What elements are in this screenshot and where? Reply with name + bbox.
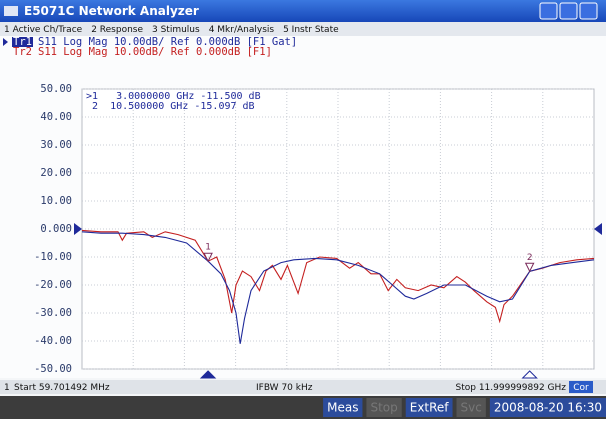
marker-readout: 2 10.500000 GHz -15.097 dB xyxy=(86,101,255,112)
taskbar-item-box xyxy=(405,398,453,417)
status: 1 Start 59.701492 MHz IFBW 70 kHz Stop 11.9… xyxy=(4,381,593,393)
status-bar xyxy=(0,380,606,394)
taskbar xyxy=(0,396,606,419)
y-tick-label: 20.00 xyxy=(40,167,72,179)
y-tick-label: 40.00 xyxy=(40,111,72,123)
y-tick-label: -30.00 xyxy=(34,307,72,319)
correction-status: Cor xyxy=(573,383,589,393)
y-tick-label: 30.00 xyxy=(40,139,72,151)
trace-info: S11 Log Mag 10.00dB/ Ref 0.000dB [F1 Gat… xyxy=(38,36,297,48)
app-icon xyxy=(4,6,18,16)
menu-bar xyxy=(0,22,606,36)
trace-name: Tr1 xyxy=(13,36,32,48)
menu-item[interactable]: 2 Response xyxy=(91,25,143,35)
marker-readout: >1 3.0000000 GHz -11.500 dB xyxy=(86,91,261,102)
menu-item[interactable]: 5 Instr State xyxy=(283,25,339,35)
title-bar xyxy=(0,0,606,22)
marker-label: 1 xyxy=(205,243,211,253)
trace-info: S11 Log Mag 10.00dB/ Ref 0.000dB [F1] xyxy=(38,46,272,58)
taskbar-item[interactable]: Svc xyxy=(461,401,482,415)
maximize-button[interactable] xyxy=(559,2,578,20)
y-tick-label: -40.00 xyxy=(34,335,72,347)
marker-stimulus-arrow xyxy=(199,370,217,379)
ref-arrow-right xyxy=(594,223,602,235)
start-frequency: Start 59.701492 MHz xyxy=(14,383,110,393)
stop-frequency: Stop 11.999999892 GHz xyxy=(456,383,567,393)
menu: 1 Active Ch/Trace 2 Response 3 Stimulus 4 M… xyxy=(4,25,339,35)
active-trace-pointer xyxy=(3,38,8,46)
y-tick-label: 0.000 xyxy=(40,223,72,235)
taskbar-items: 2008-08-20 16:30 Svc ExtRef Stop Meas xyxy=(323,398,606,417)
marker-stimulus-arrow xyxy=(521,370,538,379)
trace-line xyxy=(81,231,595,344)
channel-number: 1 xyxy=(4,383,10,393)
marker-triangle xyxy=(203,252,213,263)
taskbar-item-box xyxy=(489,398,606,417)
ref-arrow-left xyxy=(74,223,82,235)
trace-name: Tr2 xyxy=(13,46,32,58)
taskbar-item[interactable]: ExtRef xyxy=(410,401,450,415)
minimize-button[interactable] xyxy=(539,2,558,20)
taskbar-item-box xyxy=(323,398,363,417)
ifbw: IFBW 70 kHz xyxy=(256,383,313,393)
active-trace-highlight xyxy=(12,37,33,47)
close-button[interactable] xyxy=(579,2,598,20)
trace-header: Tr1 S11 Log Mag 10.00dB/ Ref 0.000dB [F1 … xyxy=(3,36,297,58)
window-title: E5071C Network Analyzer xyxy=(24,4,199,18)
y-tick-label: -10.00 xyxy=(34,251,72,263)
menu-item[interactable]: 4 Mkr/Analysis xyxy=(209,25,275,35)
plot: 50.00 40.00 30.00 20.00 10.00 0.000 -10.00 -20.… xyxy=(34,83,595,379)
menu-item[interactable]: 3 Stimulus xyxy=(152,25,200,35)
taskbar-item[interactable]: 2008-08-20 16:30 xyxy=(494,401,602,415)
taskbar-item[interactable]: Meas xyxy=(327,401,358,415)
taskbar-item[interactable]: Stop xyxy=(370,401,397,415)
marker-label: 2 xyxy=(527,253,533,263)
y-tick-label: -50.00 xyxy=(34,363,72,375)
menu-item[interactable]: 1 Active Ch/Trace xyxy=(4,25,83,35)
y-tick-label: 50.00 xyxy=(40,83,72,95)
correction-box xyxy=(569,381,593,393)
marker-triangle xyxy=(524,262,535,273)
trace-line xyxy=(81,229,595,324)
y-tick-label: 10.00 xyxy=(40,195,72,207)
taskbar-item-box xyxy=(366,398,402,417)
taskbar-item-box xyxy=(456,398,486,417)
y-tick-label: -20.00 xyxy=(34,279,72,291)
